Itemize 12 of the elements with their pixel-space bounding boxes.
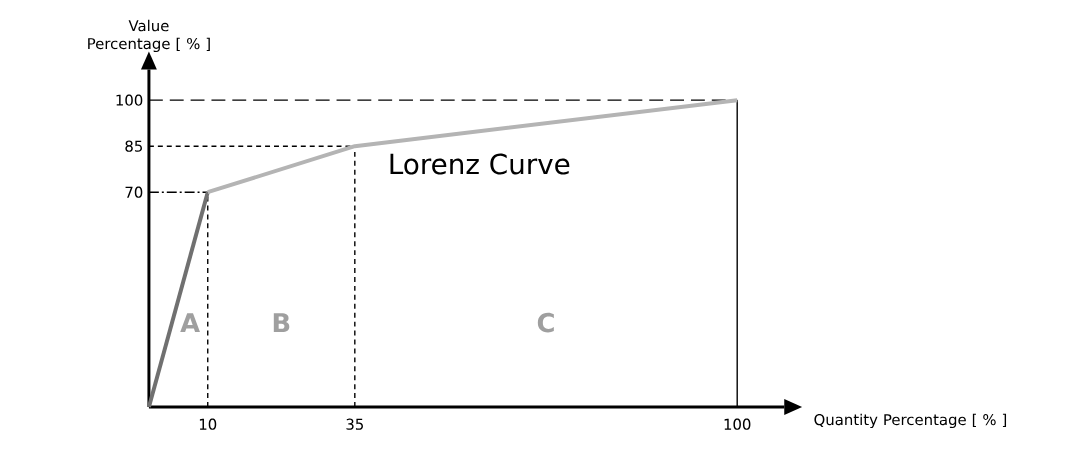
annotation: B: [273, 313, 290, 333]
annotation: C: [537, 313, 554, 333]
y-axis-title: Value Percentage [ % ]: [88, 19, 210, 53]
x-tick-label: 35: [346, 418, 363, 430]
annotation: Lorenz Curve: [390, 153, 570, 175]
x-axis-title: Quantity Percentage [ % ]: [814, 413, 1007, 429]
y-tick-label: 70: [125, 186, 143, 198]
x-tick-label: 100: [724, 418, 751, 430]
annotation: A: [180, 313, 200, 333]
y-tick-label: 85: [125, 140, 142, 152]
y-tick-label: 100: [116, 94, 143, 106]
x-tick-label: 10: [199, 418, 217, 430]
